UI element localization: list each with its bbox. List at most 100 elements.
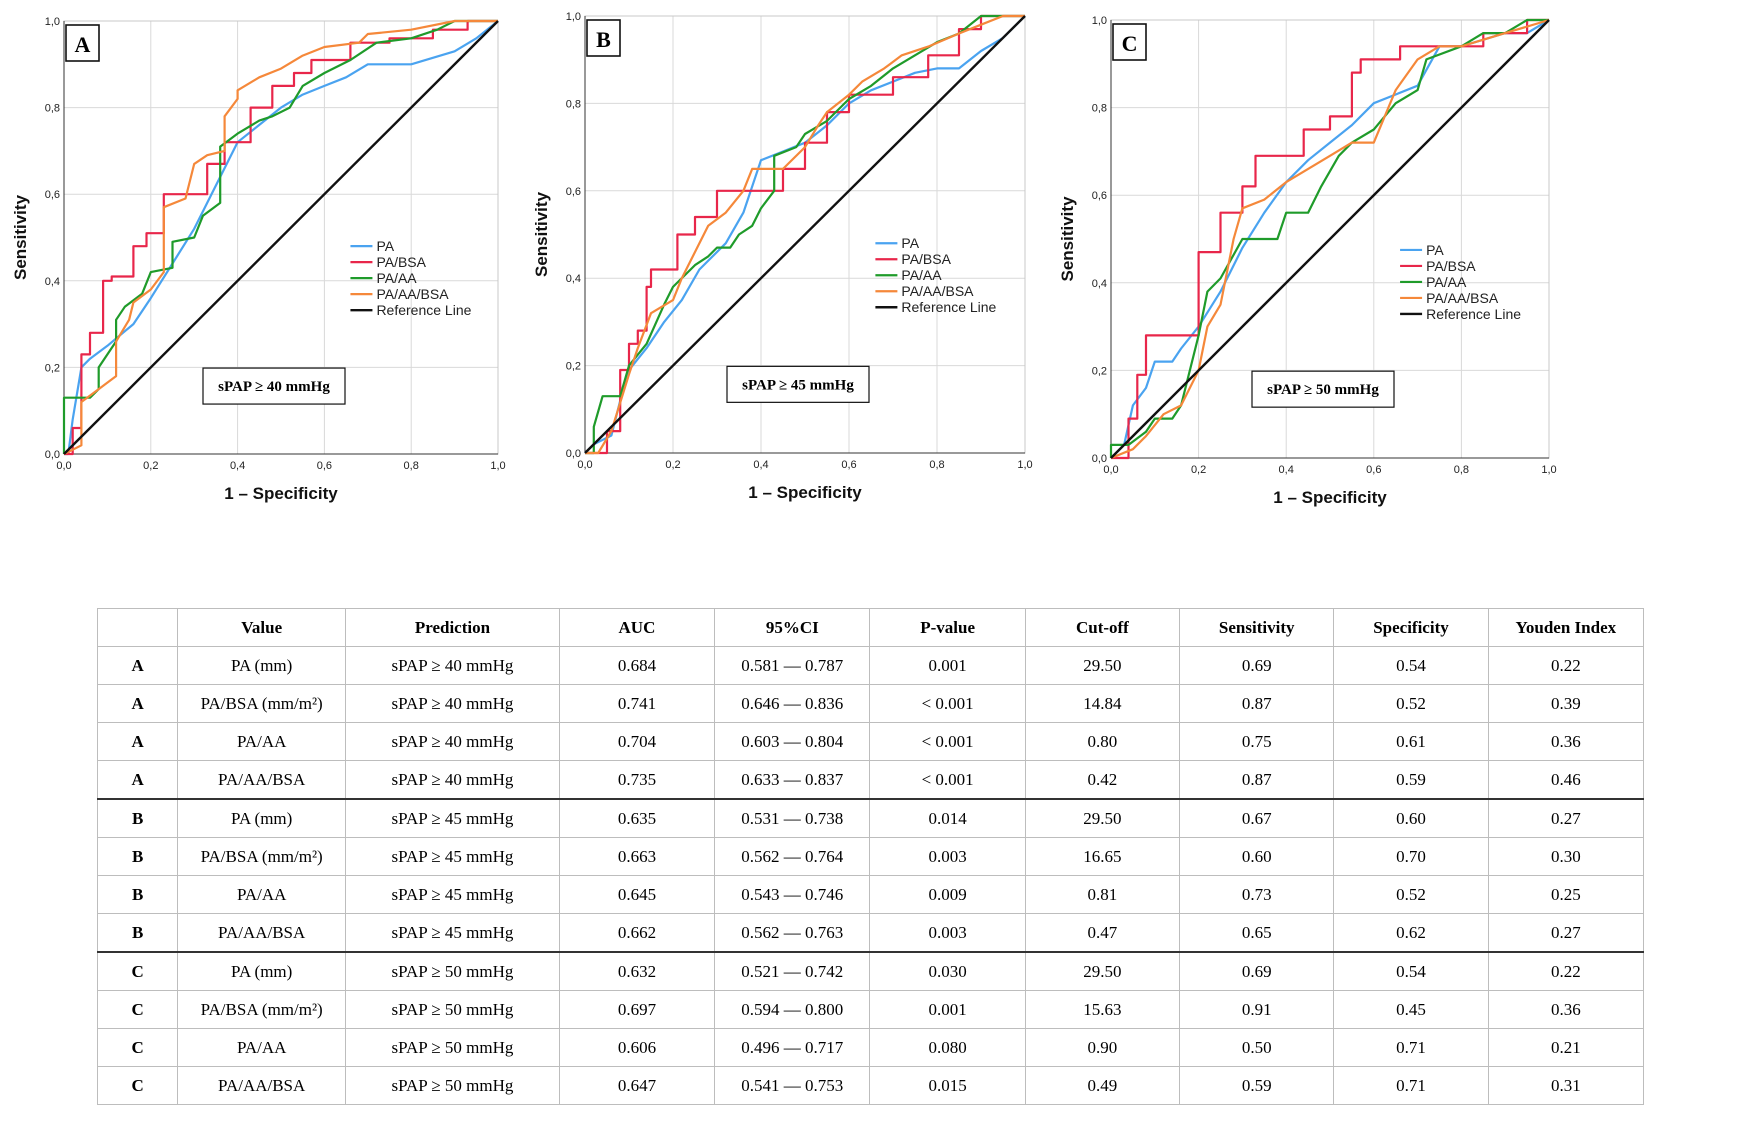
table-row: C PA/BSA (mm/m²) sPAP ≥ 50 mmHg 0.697 0.594 … <box>96 990 1645 1029</box>
table-cell: 0.61 <box>1333 722 1489 761</box>
panel-cell: C <box>96 1028 179 1067</box>
roc-panel-c: 0,0 0,2 0,4 0,6 0,8 1,0 0,0 0,2 0,4 0,6 0,8 1,0 1 – … <box>1058 0 1747 580</box>
roc-chart-b: 0,0 0,2 0,4 0,6 0,8 1,0 0,0 0,2 0,4 0,6 0,8 1,0 1 – … <box>532 11 1033 502</box>
table-cell: 0.014 <box>869 798 1026 838</box>
panel-label-c: C <box>1122 31 1138 56</box>
table-cell: 0.633 — 0.837 <box>714 760 871 800</box>
table-row: B PA/BSA (mm/m²) sPAP ≥ 45 mmHg 0.663 0.562 … <box>96 837 1645 876</box>
y-tick-label: 1,0 <box>566 11 581 23</box>
table-cell: 0.60 <box>1333 798 1489 838</box>
table-cell: 0.009 <box>869 875 1026 914</box>
table-cell: 0.001 <box>869 990 1026 1029</box>
panel-label-a: A <box>75 32 91 57</box>
x-tick-label: 0,0 <box>56 460 71 472</box>
y-tick-label: 0,6 <box>1092 190 1107 202</box>
column-header: Cut-off <box>1024 608 1181 647</box>
table-cell: 0.31 <box>1487 1066 1645 1105</box>
legend-label: PA <box>901 235 919 251</box>
panel-cell: A <box>96 684 179 723</box>
legend-label: PA/BSA <box>901 251 951 267</box>
x-tick-label: 0,6 <box>317 460 332 472</box>
table-cell: 0.697 <box>558 990 716 1029</box>
y-tick-label: 1,0 <box>45 16 60 28</box>
legend-label: PA <box>376 238 394 254</box>
x-axis-label-a: 1 – Specificity <box>224 484 338 503</box>
y-tick-label: 0,8 <box>566 98 581 110</box>
legend-label: Reference Line <box>901 299 996 315</box>
table-cell: 0.27 <box>1487 913 1645 953</box>
y-tick-label: 0,4 <box>45 276 60 288</box>
y-axis-label-c: Sensitivity <box>1058 196 1077 282</box>
x-tick-label: 0,6 <box>1366 464 1381 476</box>
table-cell: 0.90 <box>1024 1028 1181 1067</box>
column-header: Sensitivity <box>1179 608 1335 647</box>
y-tick-label: 0,8 <box>45 103 60 115</box>
table-cell: 0.603 — 0.804 <box>714 722 871 761</box>
table-cell: 0.81 <box>1024 875 1181 914</box>
table-cell: 0.87 <box>1179 684 1335 723</box>
condition-box-a <box>202 367 346 405</box>
table-cell: 0.46 <box>1487 760 1645 800</box>
y-axis-label-b: Sensitivity <box>532 191 551 277</box>
column-header <box>96 608 179 647</box>
x-tick-label: 0,8 <box>929 459 944 471</box>
table-cell: 0.521 — 0.742 <box>714 951 871 991</box>
x-tick-label: 0,6 <box>841 459 856 471</box>
table-cell: 0.562 — 0.763 <box>714 913 871 953</box>
series-line-b-reference-line <box>584 15 1026 454</box>
y-tick-label: 0,4 <box>566 273 581 285</box>
panel-cell: B <box>96 913 179 953</box>
table-cell: 0.30 <box>1487 837 1645 876</box>
table-cell: sPAP ≥ 45 mmHg <box>345 798 560 838</box>
table-row: B PA (mm) sPAP ≥ 45 mmHg 0.635 0.531 — 0.738… <box>96 798 1645 838</box>
table-cell: 0.50 <box>1179 1028 1335 1067</box>
table-cell: 0.60 <box>1179 837 1335 876</box>
x-tick-label: 0,4 <box>230 460 245 472</box>
table-cell: PA (mm) <box>177 646 347 685</box>
x-tick-label: 0,2 <box>665 459 680 471</box>
table-cell: 0.67 <box>1179 798 1335 838</box>
series-line-c-pa-bsa <box>1111 18 1549 460</box>
legend-label: PA/AA <box>376 270 417 286</box>
y-tick-label: 0,0 <box>566 448 581 460</box>
series-line-c-pa-aa <box>1109 18 1549 458</box>
table-cell: 0.684 <box>558 646 716 685</box>
y-tick-label: 0,6 <box>45 189 60 201</box>
table-cell: 0.45 <box>1333 990 1489 1029</box>
x-tick-label: 0,8 <box>1454 464 1469 476</box>
panel-label-box-c <box>1112 23 1147 61</box>
table-cell: 0.647 <box>558 1066 716 1105</box>
table-cell: 0.496 — 0.717 <box>714 1028 871 1067</box>
table-cell: 0.22 <box>1487 646 1645 685</box>
table-cell: 0.741 <box>558 684 716 723</box>
table-cell: 0.015 <box>869 1066 1026 1105</box>
column-header: Value <box>177 608 347 647</box>
legend-label: PA/AA <box>1426 274 1467 290</box>
series-line-c-reference-line <box>1110 19 1550 459</box>
panel-label-b: B <box>596 27 611 52</box>
panel-cell: A <box>96 646 179 685</box>
x-tick-label: 0,2 <box>1191 464 1206 476</box>
table-cell: 0.531 — 0.738 <box>714 798 871 838</box>
series-line-b-pa-bsa <box>585 14 1025 455</box>
table-cell: 0.69 <box>1179 646 1335 685</box>
table-row: A PA/AA/BSA sPAP ≥ 40 mmHg 0.735 0.633 — 0.8… <box>96 760 1645 800</box>
table-cell: PA/BSA (mm/m²) <box>177 990 347 1029</box>
panel-cell: B <box>96 798 179 838</box>
series-line-a-pa <box>64 20 499 456</box>
table-cell: 0.606 <box>558 1028 716 1067</box>
results-table: Value Prediction AUC 95%CI P-value Cut-off Sen… <box>96 608 1645 1105</box>
condition-label-c: sPAP ≥ 50 mmHg <box>1267 382 1379 398</box>
table-cell: sPAP ≥ 50 mmHg <box>345 1028 560 1067</box>
table-cell: 0.87 <box>1179 760 1335 800</box>
table-cell: 0.75 <box>1179 722 1335 761</box>
table-row: A PA/BSA (mm/m²) sPAP ≥ 40 mmHg 0.741 0.646 … <box>96 684 1645 723</box>
panel-cell: C <box>96 990 179 1029</box>
table-cell: 0.645 <box>558 875 716 914</box>
table-cell: 0.49 <box>1024 1066 1181 1105</box>
table-cell: 0.52 <box>1333 684 1489 723</box>
table-cell: 0.71 <box>1333 1066 1489 1105</box>
table-cell: 0.080 <box>869 1028 1026 1067</box>
x-tick-label: 0,2 <box>143 460 158 472</box>
